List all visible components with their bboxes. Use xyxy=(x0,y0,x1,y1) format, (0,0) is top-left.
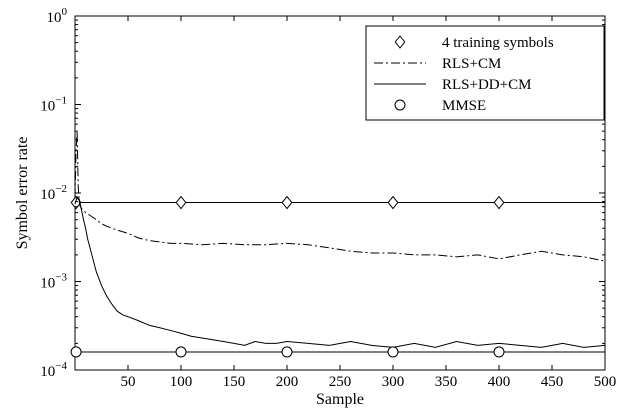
y-axis-label: Symbol error rate xyxy=(14,137,31,250)
x-tick-label: 350 xyxy=(435,374,458,390)
y-tick-label: 10−2 xyxy=(40,183,67,203)
series-1 xyxy=(70,195,605,210)
circle-marker-1 xyxy=(70,346,82,358)
legend-label: RLS+CM xyxy=(442,56,501,72)
legend-swatch-circle xyxy=(394,99,406,111)
x-tick-label: 50 xyxy=(121,374,136,390)
y-tick-label: 100 xyxy=(47,6,68,26)
legend-label: 4 training symbols xyxy=(442,35,554,51)
diamond-marker-2 xyxy=(175,195,187,210)
x-tick-label: 400 xyxy=(488,374,511,390)
x-tick-label: 300 xyxy=(382,374,405,390)
x-tick-label: 250 xyxy=(329,374,352,390)
series-2 xyxy=(74,131,606,262)
y-tick-label: 10−4 xyxy=(40,360,67,380)
legend-swatch-diamond xyxy=(394,35,406,49)
x-tick-label: 200 xyxy=(276,374,299,390)
y-tick-label: 10−1 xyxy=(40,95,67,115)
legend: 4 training symbols RLS+CM RLS+DD+CM MMSE xyxy=(365,25,605,121)
series-3 xyxy=(74,196,606,348)
circle-marker-5 xyxy=(493,346,505,358)
x-tick-label: 450 xyxy=(541,374,564,390)
x-tick-label: 150 xyxy=(223,374,246,390)
legend-label: RLS+DD+CM xyxy=(442,77,531,93)
legend-box xyxy=(365,25,605,121)
legend-label: MMSE xyxy=(442,98,486,114)
diamond-marker-5 xyxy=(493,195,505,210)
series-line-3 xyxy=(74,196,606,348)
series-layer xyxy=(70,131,606,358)
tick-layer: 50 100 150 200 250 300 350 400 450 500 10−4 10−3 10−… xyxy=(40,6,616,390)
x-tick-label: 100 xyxy=(170,374,193,390)
circle-marker-2 xyxy=(175,346,187,358)
series-4 xyxy=(70,346,605,358)
circle-marker-4 xyxy=(387,346,399,358)
diamond-marker-3 xyxy=(281,195,293,210)
x-tick-label: 500 xyxy=(594,374,617,390)
y-tick-label: 10−3 xyxy=(40,272,67,292)
circle-marker-3 xyxy=(281,346,293,358)
x-axis-label: Sample xyxy=(316,391,364,408)
series-line-2 xyxy=(74,131,606,262)
diamond-marker-4 xyxy=(387,195,399,210)
